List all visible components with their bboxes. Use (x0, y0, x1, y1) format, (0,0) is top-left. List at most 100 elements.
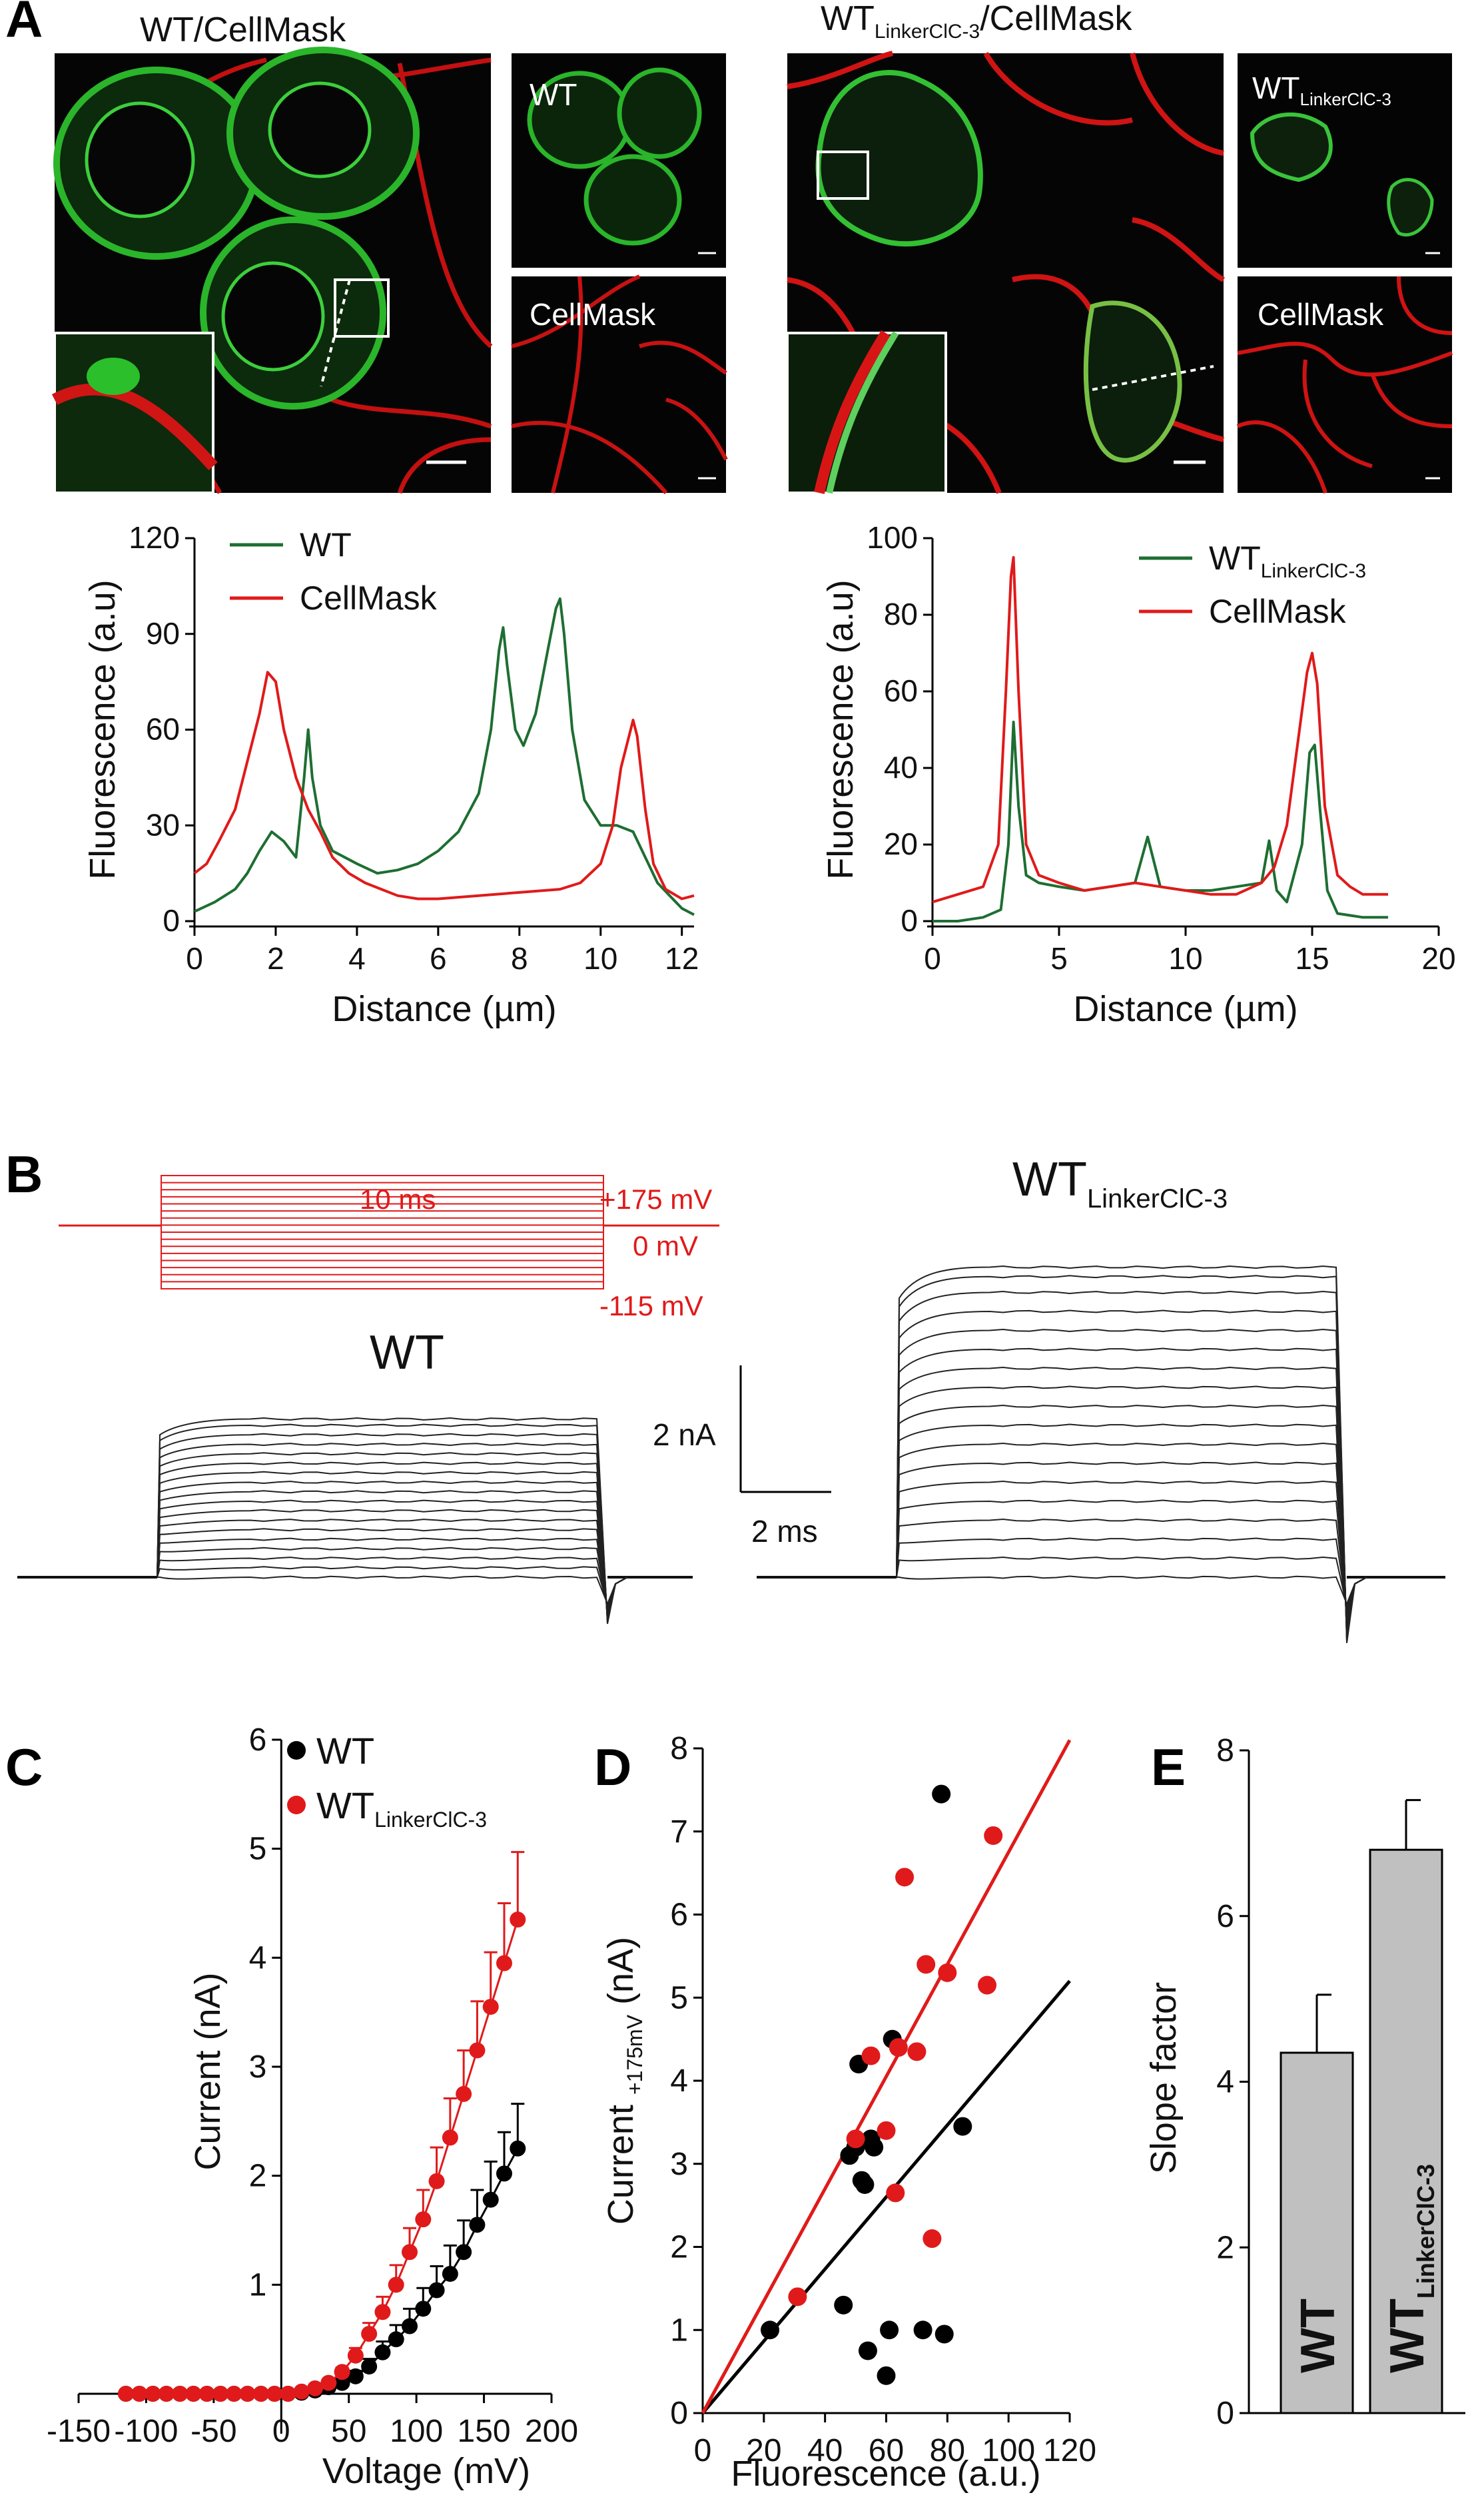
y-tick-label: 4 (670, 2063, 688, 2099)
bar-wtlinkerclc-3 (1369, 1848, 1443, 2414)
wt-channel-label: WT (530, 77, 577, 112)
x-tick-label: 200 (525, 2414, 578, 2449)
y-axis-label: Current (nA) (188, 1972, 228, 2170)
bar-wt (1280, 2051, 1354, 2414)
data-point (185, 2386, 202, 2402)
data-point (510, 2140, 526, 2157)
legend-label: WT (300, 526, 352, 563)
current-trace (896, 1366, 1367, 1630)
series-line-cellmask (193, 671, 695, 900)
iv-line (126, 1919, 519, 2395)
current-trace (157, 1528, 628, 1610)
current-trace (896, 1404, 1367, 1626)
x-tick-label: 150 (458, 2414, 511, 2449)
data-point (938, 1963, 957, 1982)
protocol-step (161, 1226, 604, 1289)
current-trace (896, 1442, 1367, 1621)
data-point (877, 2121, 896, 2140)
y-tick-label: 2 (1216, 2230, 1234, 2265)
y-tick-label: 3 (249, 2049, 267, 2085)
data-point (496, 2165, 512, 2182)
x-tick-label: 0 (186, 941, 203, 976)
x-tick-label: 20 (746, 2433, 781, 2468)
micrograph-linker-channel: WTLinkerClC-3 (1238, 53, 1452, 268)
x-tick-label: 80 (930, 2433, 965, 2468)
data-point (198, 2386, 215, 2402)
scale-bar: 2 nA 2 ms (653, 1365, 831, 1549)
current-trace (896, 1385, 1367, 1628)
current-trace (896, 1347, 1367, 1633)
data-point (889, 2038, 908, 2057)
y-axis-label: Fluorescence (a.u) (821, 579, 861, 879)
current-trace (157, 1417, 628, 1624)
current-trace (157, 1509, 628, 1612)
panel-letter-e: E (1151, 1738, 1186, 1796)
x-tick-label: 0 (272, 2414, 290, 2449)
micrograph-linker-cellmask: CellMask (1236, 276, 1453, 494)
x-tick-label: 100 (982, 2433, 1035, 2468)
current-trace (896, 1461, 1367, 1618)
data-point (402, 2318, 418, 2334)
current-trace (157, 1442, 628, 1621)
data-point (895, 1868, 915, 1887)
legend-label: WT (316, 1730, 374, 1772)
x-tick-label: 8 (511, 941, 528, 976)
voltage-protocol: 10 ms +175 mV 0 mV -115 mV (59, 1175, 719, 1321)
y-tick-label: 0 (670, 2396, 688, 2431)
x-tick-label: 120 (1043, 2433, 1096, 2468)
data-point (307, 2380, 323, 2396)
micrograph-linker-merge (786, 51, 1225, 494)
current-trace (896, 1480, 1367, 1616)
data-point (917, 1955, 936, 1974)
x-axis-label: Voltage (mV) (322, 2451, 530, 2491)
chart-a-left-profile: 0 30 60 90 120 0 2 4 6 8 10 12 Distance (µm) Fluoresc… (83, 520, 699, 1029)
y-tick-label: 60 (146, 712, 180, 747)
data-point (145, 2386, 161, 2402)
current-trace (896, 1328, 1367, 1635)
current-traces-linker (757, 1265, 1445, 1643)
data-point (347, 2347, 364, 2364)
y-tick-label: 1 (249, 2267, 267, 2303)
y-tick-label: 0 (163, 903, 180, 938)
current-trace (157, 1499, 628, 1614)
bar-label: WTLinkerClC-3 (1381, 2164, 1439, 2373)
current-trace (157, 1452, 628, 1620)
data-point (415, 2211, 432, 2228)
y-tick-label: 1 (670, 2313, 688, 2348)
data-point (388, 2331, 404, 2348)
linker-channel-label: WTLinkerClC-3 (1252, 71, 1391, 109)
protocol-step (161, 1224, 604, 1226)
x-tick-label: -150 (47, 2414, 111, 2449)
micrograph-wt-channel: WT (512, 53, 726, 268)
bar-label: WT (1292, 2299, 1345, 2373)
data-point (402, 2244, 418, 2261)
y-tick-label: 3 (670, 2147, 688, 2182)
data-point (320, 2374, 337, 2391)
y-tick-label: 4 (1216, 2065, 1234, 2100)
cellmask-channel-label: CellMask (530, 297, 656, 332)
data-point (252, 2386, 269, 2402)
data-point (442, 2129, 458, 2146)
data-point (442, 2265, 458, 2282)
current-trace (896, 1423, 1367, 1623)
protocol-step (161, 1226, 604, 1248)
current-trace (157, 1547, 628, 1610)
y-tick-label: 40 (884, 750, 918, 785)
data-point (428, 2173, 445, 2189)
series-line-cellmask (932, 555, 1388, 904)
series-line-wt (194, 597, 695, 916)
current-trace (896, 1290, 1367, 1640)
y-tick-label: 2 (249, 2159, 267, 2194)
data-point (374, 2304, 391, 2321)
y-tick-label: 6 (670, 1898, 688, 1933)
fit-line (701, 1739, 1072, 2414)
x-axis-label: Distance (µm) (1073, 989, 1298, 1029)
data-point (428, 2282, 445, 2299)
data-point (788, 2287, 807, 2307)
x-tick-label: 6 (430, 941, 447, 976)
y-axis-label: Slope factor (1144, 1982, 1184, 2174)
current-trace (157, 1423, 628, 1623)
protocol-duration-label: 10 ms (360, 1184, 436, 1215)
current-trace (157, 1490, 628, 1615)
